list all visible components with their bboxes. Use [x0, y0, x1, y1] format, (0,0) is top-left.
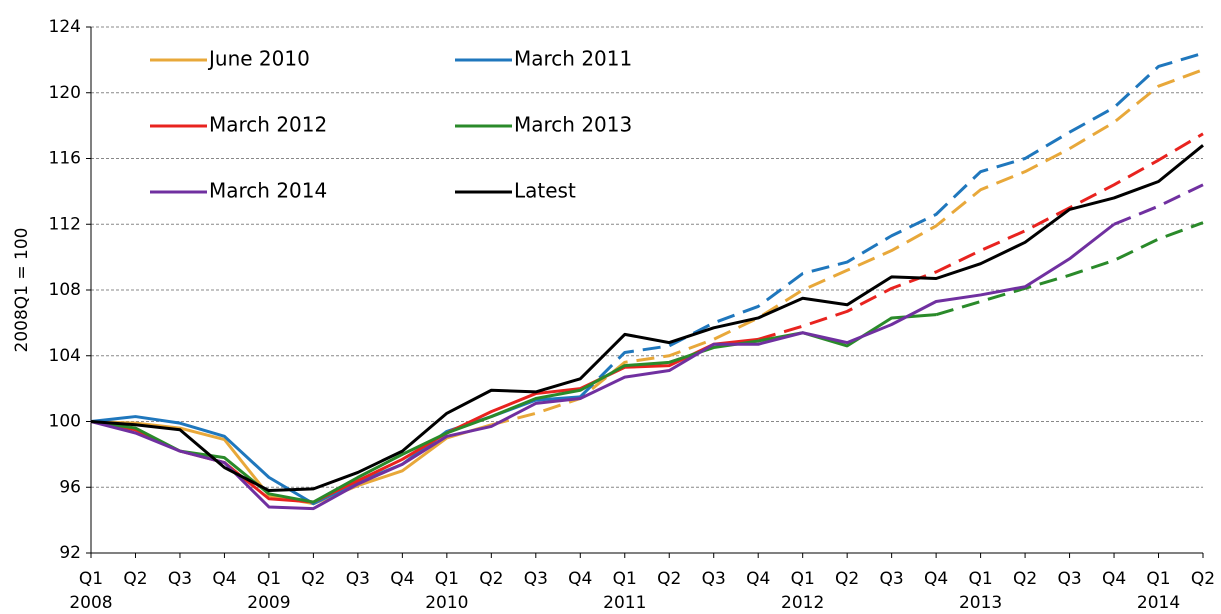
x-tick-label: Q4	[390, 569, 414, 589]
x-tick-label: Q1	[613, 569, 637, 589]
year-label: 2014	[1137, 593, 1180, 613]
legend-label: March 2011	[514, 47, 632, 71]
legend-label: March 2012	[209, 113, 327, 137]
y-tick-label: 108	[49, 280, 81, 300]
x-tick-label: Q1	[1146, 569, 1170, 589]
y-axis-label: 2008Q1 = 100	[12, 228, 32, 353]
x-tick-label: Q4	[568, 569, 592, 589]
series-line	[90, 144, 1204, 493]
y-tick-label: 120	[49, 83, 81, 103]
x-tick-label: Q2	[301, 569, 325, 589]
y-tick-label: 92	[59, 543, 81, 563]
forecast-line	[490, 68, 1204, 427]
x-tick-label: Q2	[1013, 569, 1037, 589]
x-tick-label: Q2	[123, 569, 147, 589]
y-tick-label: 100	[49, 412, 81, 432]
x-tick-label: Q2	[657, 569, 681, 589]
year-label: 2012	[781, 593, 824, 613]
series-line	[90, 223, 1115, 511]
year-label: 2013	[959, 593, 1002, 613]
x-tick-label: Q3	[524, 569, 548, 589]
x-tick-label: Q3	[880, 569, 904, 589]
x-tick-label: Q1	[435, 569, 459, 589]
y-tick-label: 112	[49, 214, 81, 234]
forecast-line	[579, 51, 1204, 398]
legend-label: Latest	[514, 179, 576, 203]
x-tick-label: Q3	[1057, 569, 1081, 589]
x-tick-label: Q2	[1191, 569, 1215, 589]
year-label: 2010	[425, 593, 468, 613]
year-label: 2011	[603, 593, 646, 613]
year-label: 2009	[247, 593, 290, 613]
year-label: 2008	[69, 593, 112, 613]
x-tick-label: Q4	[212, 569, 236, 589]
x-tick-label: Q3	[346, 569, 370, 589]
x-tick-label: Q4	[1102, 569, 1126, 589]
legend-label: March 2014	[209, 179, 327, 203]
y-tick-label: 116	[49, 149, 81, 169]
x-tick-label: Q3	[168, 569, 192, 589]
legend-label: June 2010	[207, 47, 310, 71]
x-tick-label: Q4	[746, 569, 770, 589]
y-tick-label: 124	[49, 17, 81, 37]
x-tick-label: Q1	[79, 569, 103, 589]
x-tick-label: Q2	[479, 569, 503, 589]
x-tick-label: Q3	[702, 569, 726, 589]
y-tick-label: 96	[59, 477, 81, 497]
x-tick-label: Q1	[791, 569, 815, 589]
x-tick-label: Q4	[924, 569, 948, 589]
series-line	[90, 313, 937, 504]
y-tick-label: 104	[49, 346, 81, 366]
forecast-line	[757, 132, 1204, 341]
forecast-line	[935, 221, 1204, 317]
legend-label: March 2013	[514, 113, 632, 137]
forecast-line	[1113, 183, 1204, 226]
x-tick-label: Q1	[968, 569, 992, 589]
x-tick-label: Q1	[257, 569, 281, 589]
x-tick-label: Q2	[835, 569, 859, 589]
